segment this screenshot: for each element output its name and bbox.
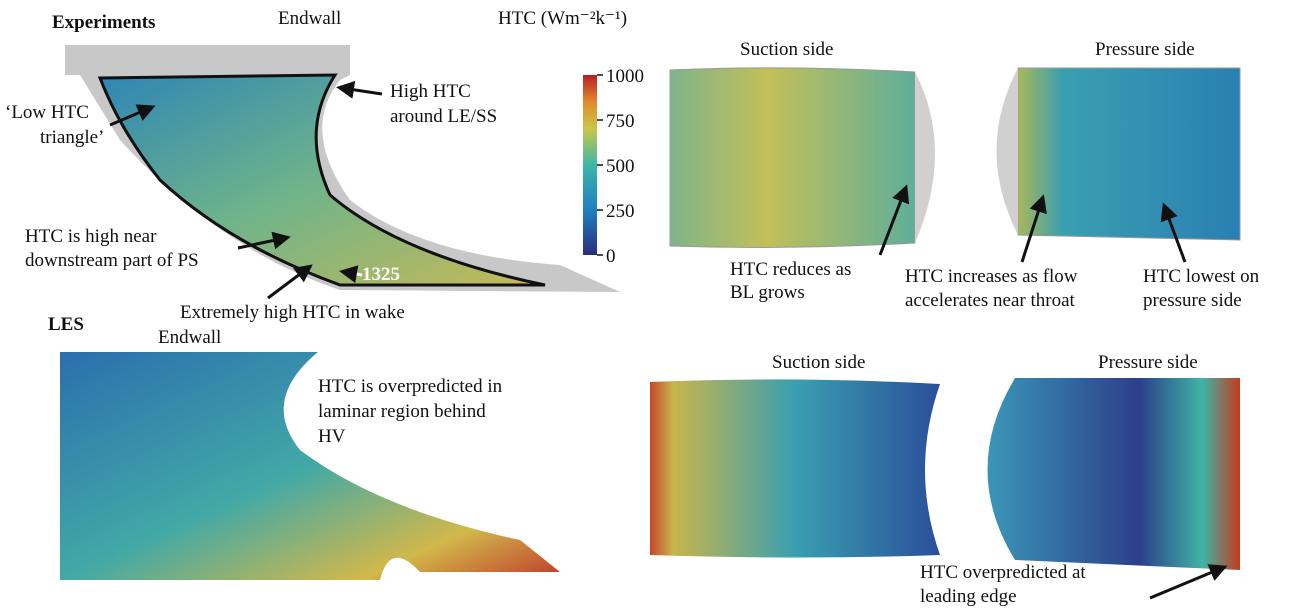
side-label: Suction side [740,39,833,60]
pressure-side-map [1018,68,1240,240]
les-pressure-side-map [988,378,1241,570]
panel-label: Experiments [52,12,155,33]
annotation: 1325 [362,264,400,285]
annotation: HTC is overpredicted in [318,376,503,397]
les-suction-side-map [650,379,940,557]
colorbar-tick-label: 750 [606,111,635,132]
annotation: HTC is high near [25,226,157,247]
colorbar-tick-label: 500 [606,156,635,177]
blade-profile [915,72,935,243]
annotation: High HTC [390,81,471,102]
annotation: pressure side [1143,290,1242,311]
arrow [268,268,308,298]
region-label: Endwall [278,8,341,29]
annotation: HV [318,426,346,447]
blade-profile [997,68,1019,235]
side-label: Suction side [772,352,865,373]
region-label: Endwall [158,327,221,348]
annotation: HTC increases as flow [905,266,1078,287]
annotation: accelerates near throat [905,290,1076,311]
side-label: Pressure side [1095,39,1195,60]
annotation: triangle’ [40,127,104,148]
annotation: around LE/SS [390,106,497,127]
annotation: BL grows [730,282,805,303]
side-label: Pressure side [1098,352,1198,373]
arrow [342,88,382,94]
figure: 0 250 500 750 1000 Experiments Endwall HTC (… [0,0,1298,610]
colorbar-label: HTC (Wm⁻²k⁻¹) [498,8,627,29]
annotation: laminar region behind [318,401,486,422]
colorbar-tick-label: 0 [606,246,616,267]
panel-label: LES [48,314,84,335]
annotation: ‘Low HTC [5,102,89,123]
annotation: leading edge [920,586,1017,607]
colorbar-tick-label: 250 [606,201,635,222]
annotation: downstream part of PS [25,250,199,271]
annotation: HTC lowest on [1143,266,1260,287]
suction-side-map [670,68,915,248]
annotation: HTC overpredicted at [920,562,1086,583]
colorbar [583,75,597,255]
annotation: Extremely high HTC in wake [180,302,405,323]
annotation: HTC reduces as [730,259,851,280]
arrow [1150,568,1222,598]
colorbar-tick-label: 1000 [606,66,644,87]
